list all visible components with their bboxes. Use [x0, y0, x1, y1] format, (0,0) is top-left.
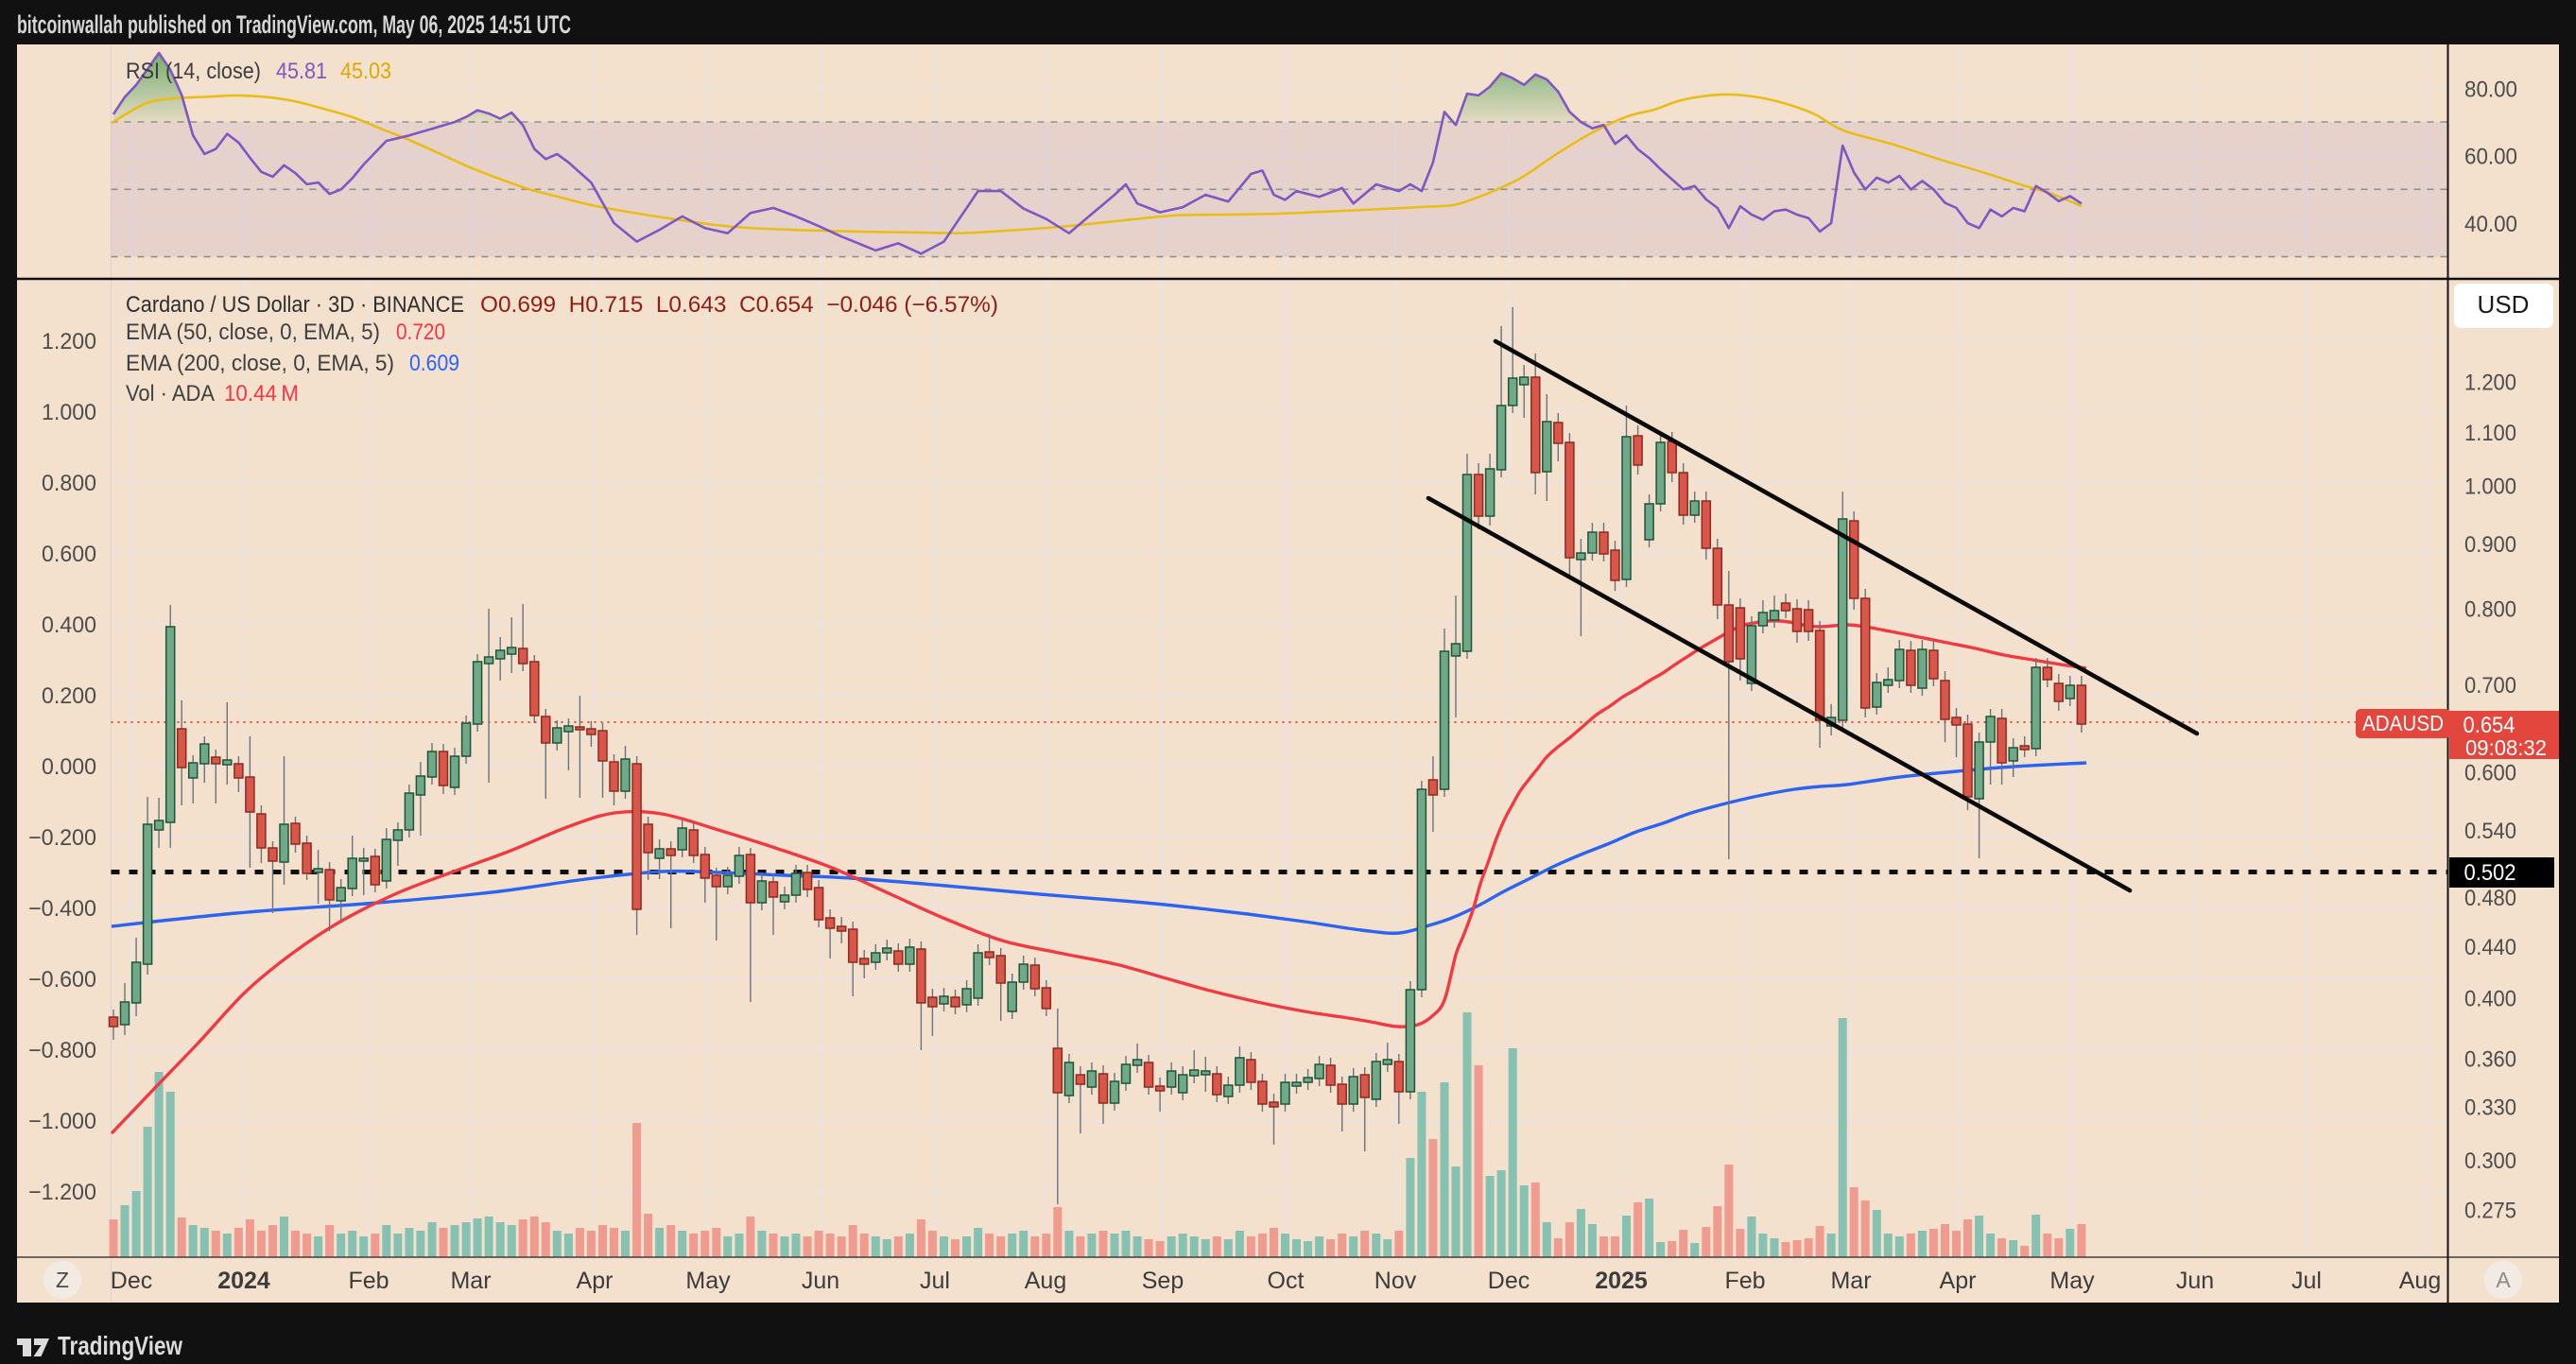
- svg-text:Jul: Jul: [2291, 1268, 2322, 1294]
- svg-text:0.800: 0.800: [2464, 597, 2516, 623]
- svg-text:60.00: 60.00: [2464, 145, 2517, 170]
- svg-text:−1.200: −1.200: [28, 1180, 96, 1205]
- svg-text:0.330: 0.330: [2464, 1096, 2516, 1121]
- svg-text:80.00: 80.00: [2464, 77, 2517, 102]
- svg-text:2024: 2024: [217, 1268, 270, 1294]
- svg-text:0.800: 0.800: [42, 471, 96, 496]
- svg-text:May: May: [2049, 1268, 2095, 1294]
- svg-text:Oct: Oct: [1268, 1268, 1305, 1294]
- svg-text:Nov: Nov: [1374, 1268, 1417, 1294]
- svg-text:Jun: Jun: [802, 1268, 839, 1294]
- svg-text:0.400: 0.400: [2464, 987, 2516, 1012]
- svg-text:0.720: 0.720: [396, 319, 445, 345]
- svg-text:Mar: Mar: [450, 1268, 491, 1294]
- svg-text:40.00: 40.00: [2464, 212, 2517, 237]
- svg-text:0.400: 0.400: [42, 613, 96, 638]
- svg-text:EMA (50, close, 0, EMA, 5): EMA (50, close, 0, EMA, 5): [126, 319, 380, 345]
- svg-text:0.300: 0.300: [2464, 1148, 2516, 1174]
- svg-text:0.540: 0.540: [2464, 819, 2516, 844]
- svg-text:0.600: 0.600: [42, 542, 96, 567]
- svg-text:RSI (14, close): RSI (14, close): [126, 59, 261, 84]
- svg-text:0.360: 0.360: [2464, 1046, 2516, 1072]
- svg-text:1.100: 1.100: [2464, 421, 2516, 446]
- svg-text:0.609: 0.609: [409, 351, 459, 376]
- svg-text:May: May: [685, 1268, 731, 1294]
- svg-text:0.200: 0.200: [42, 683, 96, 709]
- svg-text:−0.800: −0.800: [28, 1038, 96, 1063]
- svg-text:TradingView: TradingView: [58, 1331, 182, 1360]
- svg-text:Mar: Mar: [1830, 1268, 1871, 1294]
- svg-text:0.900: 0.900: [2464, 532, 2516, 558]
- svg-text:0.440: 0.440: [2464, 935, 2516, 960]
- svg-text:O0.699 H0.715 L0.643 C0.654: O0.699 H0.715 L0.643 C0.654 −0.046 (−6.5…: [480, 292, 998, 318]
- svg-text:0.700: 0.700: [2464, 673, 2516, 699]
- svg-text:0.000: 0.000: [42, 754, 96, 780]
- svg-text:Feb: Feb: [1724, 1268, 1765, 1294]
- svg-text:1.000: 1.000: [42, 400, 96, 425]
- svg-text:10.44 M: 10.44 M: [224, 381, 299, 406]
- svg-text:Feb: Feb: [348, 1268, 389, 1294]
- svg-text:1.200: 1.200: [42, 329, 96, 354]
- svg-text:EMA (200, close, 0, EMA, 5): EMA (200, close, 0, EMA, 5): [126, 351, 394, 376]
- svg-text:ADAUSD: ADAUSD: [2362, 711, 2444, 735]
- svg-text:0.275: 0.275: [2464, 1198, 2516, 1223]
- svg-text:Jul: Jul: [920, 1268, 950, 1294]
- svg-text:1.200: 1.200: [2464, 371, 2516, 396]
- svg-text:09:08:32: 09:08:32: [2465, 735, 2547, 760]
- svg-text:Apr: Apr: [1940, 1268, 1977, 1294]
- svg-text:−0.200: −0.200: [28, 825, 96, 851]
- svg-text:0.502: 0.502: [2464, 860, 2516, 886]
- svg-text:USD: USD: [2478, 290, 2530, 319]
- svg-text:Jun: Jun: [2176, 1268, 2214, 1294]
- svg-text:Dec: Dec: [1488, 1268, 1530, 1294]
- svg-text:−0.400: −0.400: [28, 896, 96, 922]
- svg-text:2025: 2025: [1595, 1268, 1648, 1294]
- svg-text:45.03: 45.03: [340, 59, 391, 84]
- svg-text:bitcoinwallah published on Tra: bitcoinwallah published on TradingView.c…: [17, 10, 571, 39]
- svg-text:Aug: Aug: [1025, 1268, 1066, 1294]
- svg-text:−0.600: −0.600: [28, 967, 96, 993]
- svg-text:0.480: 0.480: [2464, 886, 2516, 911]
- svg-text:Aug: Aug: [2399, 1268, 2441, 1294]
- svg-text:A: A: [2496, 1268, 2511, 1292]
- svg-text:Cardano / US Dollar · 3D · BIN: Cardano / US Dollar · 3D · BINANCE: [126, 292, 464, 318]
- svg-text:Dec: Dec: [111, 1268, 152, 1294]
- svg-text:1.000: 1.000: [2464, 475, 2516, 500]
- svg-text:0.600: 0.600: [2464, 760, 2516, 786]
- svg-text:Sep: Sep: [1142, 1268, 1184, 1294]
- svg-text:0.654: 0.654: [2464, 713, 2515, 738]
- svg-text:Vol · ADA: Vol · ADA: [126, 381, 215, 406]
- svg-text:Apr: Apr: [577, 1268, 614, 1294]
- svg-text:−1.000: −1.000: [28, 1109, 96, 1134]
- svg-text:45.81: 45.81: [276, 59, 327, 84]
- svg-text:Z: Z: [56, 1268, 69, 1292]
